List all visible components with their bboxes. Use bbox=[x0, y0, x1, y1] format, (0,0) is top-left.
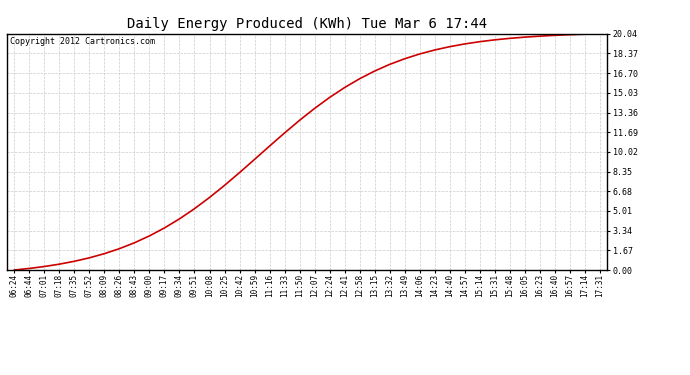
Title: Daily Energy Produced (KWh) Tue Mar 6 17:44: Daily Energy Produced (KWh) Tue Mar 6 17… bbox=[127, 17, 487, 31]
Text: Copyright 2012 Cartronics.com: Copyright 2012 Cartronics.com bbox=[10, 37, 155, 46]
